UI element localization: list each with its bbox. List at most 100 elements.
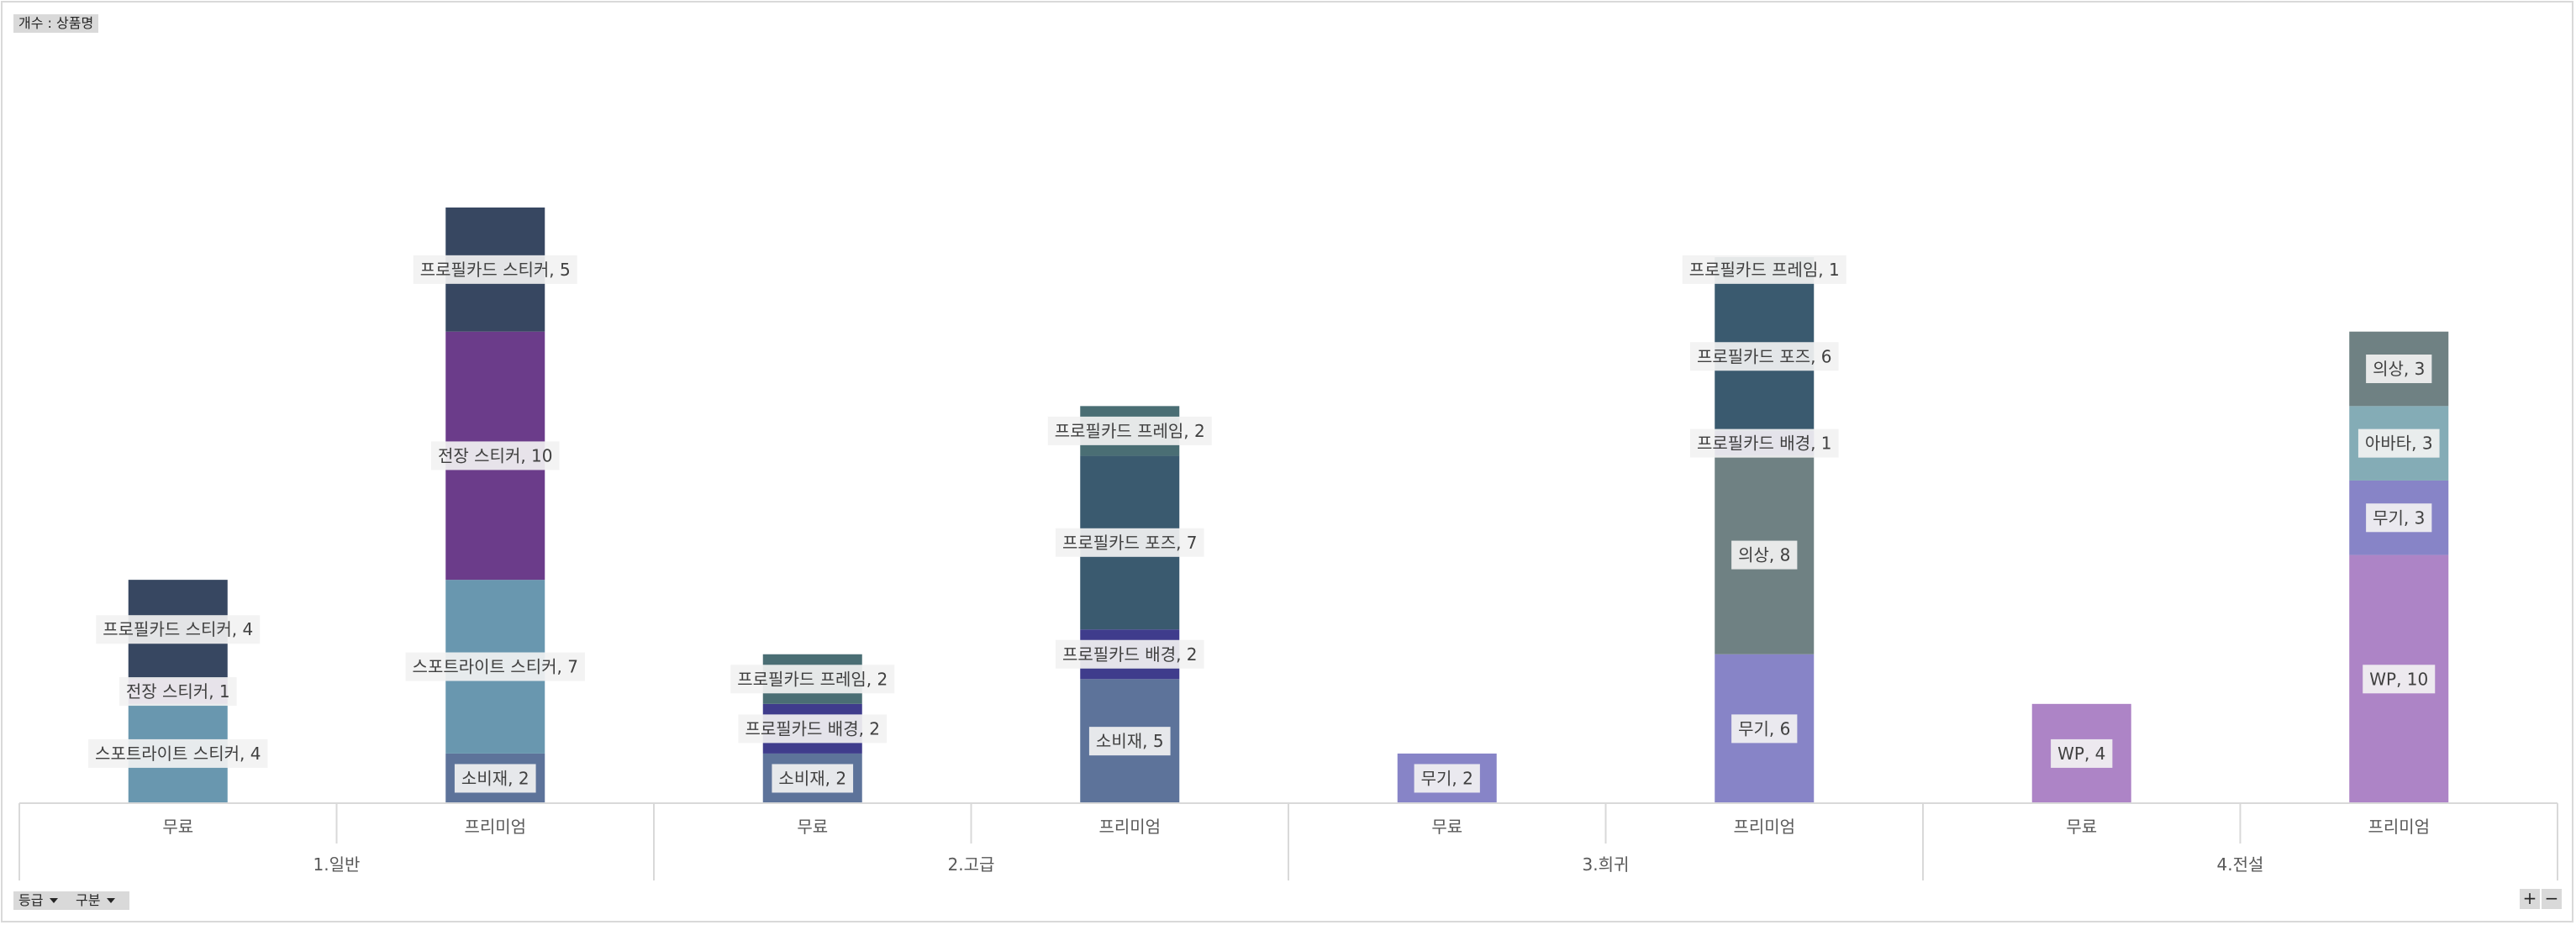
data-label-text: 아바타, 3 xyxy=(2365,434,2433,454)
data-label-text: 프로필카드 스티커, 5 xyxy=(420,260,571,280)
data-label: 무기, 2 xyxy=(1414,764,1480,793)
bars-layer xyxy=(128,208,2449,803)
data-label-text: 프로필카드 배경, 2 xyxy=(1062,644,1198,665)
data-label-text: 소비재, 5 xyxy=(1096,731,1164,751)
data-label-text: 소비재, 2 xyxy=(461,768,529,788)
data-label-background xyxy=(413,255,577,284)
category-tick-label: 프리미엄 xyxy=(1098,817,1161,837)
data-label-background xyxy=(1088,727,1171,756)
data-label-text: 프로필카드 배경, 2 xyxy=(745,718,880,738)
axis-field-type-button[interactable]: 구분 xyxy=(71,891,129,910)
data-label-text: 스포트라이트 스티커, 4 xyxy=(95,744,261,764)
data-label-background xyxy=(1047,416,1212,445)
data-label: 의상, 8 xyxy=(1731,540,1798,570)
data-label-background xyxy=(772,764,854,793)
data-label-text: 전장 스티커, 10 xyxy=(438,445,553,465)
category-tick-label: 프리미엄 xyxy=(464,817,526,837)
data-label-background xyxy=(2357,428,2440,458)
data-label-text: 프로필카드 프레임, 1 xyxy=(1689,260,1840,280)
data-label-background xyxy=(1055,528,1204,557)
data-label: 프로필카드 스티커, 4 xyxy=(96,615,261,644)
data-label-text: 프로필카드 배경, 1 xyxy=(1697,434,1832,454)
data-label: 프로필카드 배경, 2 xyxy=(738,714,888,744)
data-label: WP, 10 xyxy=(2363,665,2436,694)
data-label-text: 전장 스티커, 1 xyxy=(126,681,230,702)
data-label-text: 의상, 3 xyxy=(2373,359,2425,379)
data-label-text: 무기, 2 xyxy=(1421,768,1473,788)
data-label: 의상, 3 xyxy=(2366,355,2432,384)
axis-field-grade-label: 등급 xyxy=(18,892,44,908)
data-label-background xyxy=(2051,738,2113,768)
data-label: 프로필카드 배경, 2 xyxy=(1055,639,1204,669)
axis-field-type-label: 구분 xyxy=(76,892,101,908)
data-label-background xyxy=(454,764,536,793)
data-label-background xyxy=(2366,503,2432,533)
data-labels-layer: 스포트라이트 스티커, 4 전장 스티커, 1 프로필카드 스티커, 4 소비재, 2… xyxy=(88,255,2440,793)
data-label-text: 의상, 8 xyxy=(1738,545,1790,565)
data-label-background xyxy=(405,652,585,681)
category-tick-label: 무료 xyxy=(1431,817,1462,837)
data-label-background xyxy=(88,738,268,768)
data-label: 프로필카드 프레임, 1 xyxy=(1682,255,1846,284)
data-label-background xyxy=(1689,342,1839,371)
data-label-text: 무기, 6 xyxy=(1738,718,1790,738)
data-label: 무기, 6 xyxy=(1731,714,1798,744)
category-tick-label: 프리미엄 xyxy=(2368,817,2430,837)
data-label-text: WP, 10 xyxy=(2369,669,2428,689)
data-label-text: 프로필카드 프레임, 2 xyxy=(737,669,888,689)
data-label-background xyxy=(2366,355,2432,384)
data-label-background xyxy=(119,677,237,707)
group-tick-label: 2.고급 xyxy=(948,854,995,875)
data-label-background xyxy=(1689,428,1839,458)
data-label: 프로필카드 스티커, 5 xyxy=(413,255,577,284)
data-label-background xyxy=(1731,714,1798,744)
data-label-background xyxy=(1682,255,1846,284)
data-label-text: WP, 4 xyxy=(2057,744,2105,764)
data-label: 스포트라이트 스티커, 7 xyxy=(405,652,585,681)
data-label-background xyxy=(96,615,261,644)
data-label-background xyxy=(730,665,895,694)
data-label-background xyxy=(1414,764,1480,793)
category-tick-label: 무료 xyxy=(2066,817,2097,837)
data-label: 스포트라이트 스티커, 4 xyxy=(88,738,268,768)
data-label: 아바타, 3 xyxy=(2357,428,2440,458)
data-label-background xyxy=(430,441,560,470)
category-tick-label: 프리미엄 xyxy=(1733,817,1795,837)
data-label: 프로필카드 프레임, 2 xyxy=(730,665,895,694)
data-label: 무기, 3 xyxy=(2366,503,2432,533)
data-label-text: 프로필카드 스티커, 4 xyxy=(103,619,253,639)
zoom-out-button[interactable]: − xyxy=(2542,889,2562,909)
data-label-background xyxy=(2363,665,2436,694)
group-tick-label: 1.일반 xyxy=(313,854,361,875)
data-label: 소비재, 2 xyxy=(454,764,536,793)
data-label-background xyxy=(1731,540,1798,570)
data-label-text: 무기, 3 xyxy=(2373,507,2425,528)
data-label-text: 프로필카드 포즈, 6 xyxy=(1697,346,1832,366)
chevron-down-icon xyxy=(107,897,116,903)
data-label: 소비재, 2 xyxy=(772,764,854,793)
chevron-down-icon xyxy=(50,897,59,903)
axis-field-grade-button[interactable]: 등급 xyxy=(13,891,71,910)
data-label-text: 프로필카드 프레임, 2 xyxy=(1055,421,1205,441)
data-label: 전장 스티커, 1 xyxy=(119,677,237,707)
group-tick-label: 3.희귀 xyxy=(1583,854,1630,875)
values-field-button[interactable]: 개수 : 상품명 xyxy=(13,14,99,33)
data-label-text: 프로필카드 포즈, 7 xyxy=(1062,533,1198,553)
category-axis: 무료 프리미엄 무료 프리미엄 무료 프리미엄 무료 프리미엄 1.일반 2.고급 3.희귀 4.전설 xyxy=(18,802,2558,880)
data-label-text: 소비재, 2 xyxy=(778,768,846,788)
data-label: 프로필카드 포즈, 6 xyxy=(1689,342,1839,371)
data-label: 프로필카드 프레임, 2 xyxy=(1047,416,1212,445)
data-label-background xyxy=(738,714,888,744)
category-tick-label: 무료 xyxy=(797,817,828,837)
data-label-background xyxy=(1055,639,1204,669)
category-tick-label: 무료 xyxy=(162,817,193,837)
data-label: 소비재, 5 xyxy=(1088,727,1171,756)
zoom-in-button[interactable]: + xyxy=(2520,889,2540,909)
group-tick-label: 4.전설 xyxy=(2217,854,2264,875)
data-label-text: 스포트라이트 스티커, 7 xyxy=(413,657,578,677)
data-label: 프로필카드 배경, 1 xyxy=(1689,428,1839,458)
data-label: 프로필카드 포즈, 7 xyxy=(1055,528,1204,557)
data-label: WP, 4 xyxy=(2051,738,2113,768)
